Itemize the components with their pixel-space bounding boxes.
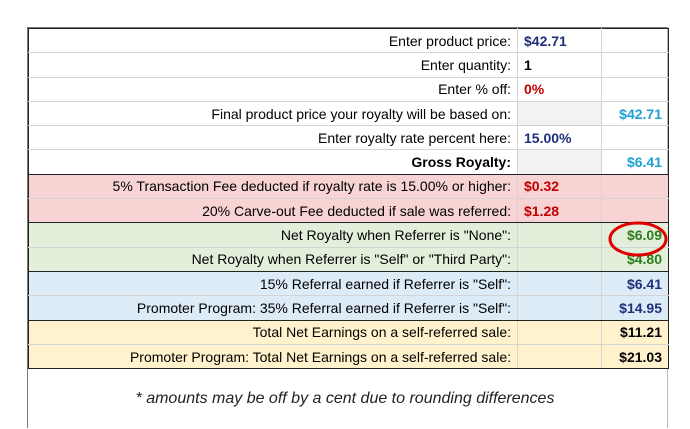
highlight-circle [608,221,668,257]
row: Promoter Program: 35% Referral earned if… [28,295,669,321]
result-value: $6.41 [601,149,669,175]
result-value: $11.21 [601,319,669,345]
row: Promoter Program: Total Net Earnings on … [28,343,669,370]
input-value[interactable]: $42.71 [517,27,602,54]
row: 15% Referral earned if Referrer is "Self… [28,270,669,297]
label: 15% Referral earned if Referrer is "Self… [28,270,518,297]
result-value: $21.03 [601,343,669,370]
result-value: $6.41 [601,270,669,297]
label: Enter product price: [28,27,518,54]
footnote: * amounts may be off by a cent due to ro… [135,390,555,407]
label: Promoter Program: 35% Referral earned if… [28,295,518,321]
row: Net Royalty when Referrer is "None": $6.0… [28,222,669,248]
row: Total Net Earnings on a self-referred sa… [28,319,669,345]
result-value: $14.95 [601,295,669,321]
row: Enter % off: 0% [28,76,669,102]
label: Enter quantity: [28,52,518,78]
label: Promoter Program: Total Net Earnings on … [28,343,518,370]
row: Gross Royalty: $6.41 [28,149,669,175]
royalty-table: Enter product price: $42.71 Enter quantit… [28,27,669,370]
input-value[interactable]: 1 [517,52,602,78]
label: Enter royalty rate percent here: [28,125,518,151]
label: Net Royalty when Referrer is "None": [28,222,518,248]
row: Final product price your royalty will be… [28,100,669,127]
label: 20% Carve-out Fee deducted if sale was r… [28,198,518,224]
label: Total Net Earnings on a self-referred sa… [28,319,518,345]
label: Enter % off: [28,76,518,102]
row: Net Royalty when Referrer is "Self" or "… [28,246,669,272]
label: Final product price your royalty will be… [28,100,518,127]
label: 5% Transaction Fee deducted if royalty r… [28,173,518,200]
row: Enter quantity: 1 [28,52,669,78]
row: 5% Transaction Fee deducted if royalty r… [28,173,669,200]
label: Net Royalty when Referrer is "Self" or "… [28,246,518,272]
row: Enter royalty rate percent here: 15.00% [28,125,669,151]
result-value: $42.71 [601,100,669,127]
row: 20% Carve-out Fee deducted if sale was r… [28,198,669,224]
fee-value: $0.32 [517,173,602,200]
label: Gross Royalty: [28,149,518,175]
